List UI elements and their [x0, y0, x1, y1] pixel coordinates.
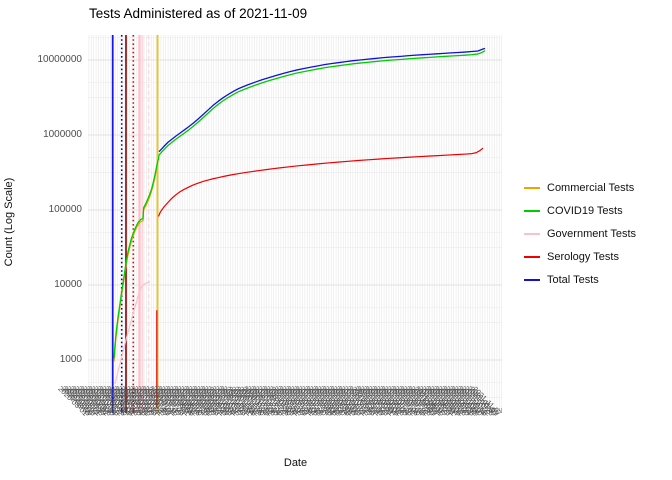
legend: Commercial Tests COVID19 Tests Government … [524, 176, 636, 291]
series-total-tests [158, 47, 486, 153]
legend-label: Serology Tests [547, 250, 619, 263]
plot-area [88, 35, 503, 413]
series-covid19-tests [113, 50, 486, 359]
legend-swatch [524, 186, 540, 189]
legend-item-total-tests: Total Tests [524, 268, 636, 291]
y-tick-label: 1000000 [43, 129, 82, 140]
series-serology-tests [157, 147, 484, 217]
series-government-tests [114, 281, 151, 385]
legend-label: COVID19 Tests [547, 204, 623, 217]
legend-swatch [524, 278, 540, 281]
legend-label: Commercial Tests [547, 181, 635, 194]
chart-title: Tests Administered as of 2021-11-09 [89, 6, 308, 21]
y-tick-label: 10000000 [37, 54, 83, 65]
legend-swatch [524, 255, 540, 258]
legend-item-commercial-tests: Commercial Tests [524, 176, 636, 199]
y-tick-label: 1000 [59, 354, 82, 365]
legend-label: Government Tests [547, 227, 637, 240]
y-axis-title: Count (Log Scale) [3, 177, 15, 267]
legend-label: Total Tests [547, 273, 599, 286]
legend-item-government-tests: Government Tests [524, 222, 636, 245]
y-tick-label: 10000 [54, 279, 82, 290]
y-tick-label: 100000 [48, 204, 82, 215]
legend-swatch [524, 232, 540, 235]
x-axis-title: Date [283, 457, 308, 469]
legend-item-serology-tests: Serology Tests [524, 245, 636, 268]
legend-swatch [524, 209, 540, 212]
legend-item-covid19-tests: COVID19 Tests [524, 199, 636, 222]
